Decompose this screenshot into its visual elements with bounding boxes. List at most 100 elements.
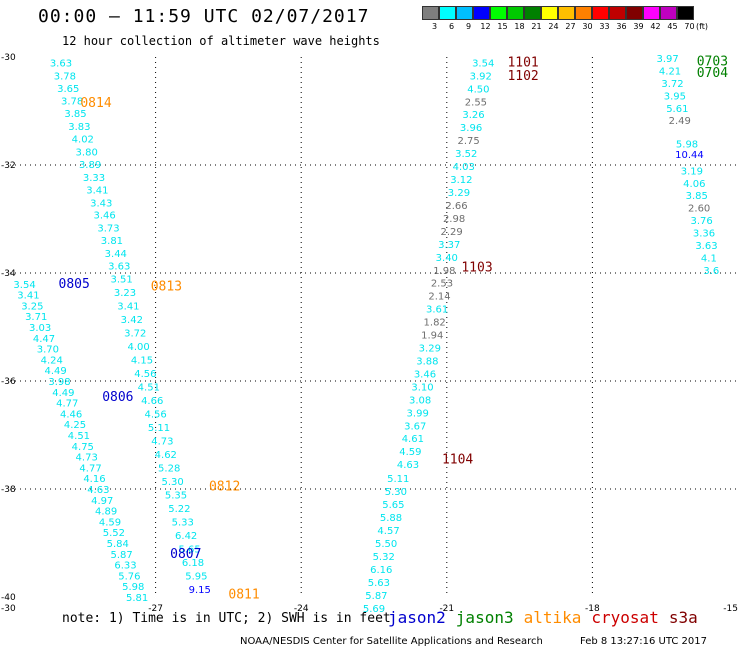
data-point-D: 2.14	[428, 292, 450, 303]
data-point-B: 5.28	[158, 463, 180, 474]
data-point-B: 4.73	[151, 436, 173, 447]
axis-labels: -30-32-34-36-38-40-30 -27 -24 -21 -18 -15	[1, 53, 738, 614]
data-point-B: 4.56	[144, 409, 166, 420]
data-point-D: 1.94	[421, 331, 443, 342]
legend-label-15: 15	[497, 22, 508, 31]
data-point-A: 3.78	[54, 71, 76, 82]
data-point-D: 2.75	[458, 136, 480, 147]
data-point-A: 3.43	[90, 198, 112, 209]
data-point-E: 5.50	[375, 539, 397, 550]
data-point-A: 3.63	[108, 261, 130, 272]
data-point-D: 3.88	[416, 356, 438, 367]
data-point-C: 5.84	[107, 539, 129, 550]
legend-swatch-12	[473, 6, 490, 20]
pass-time-label: 0814	[80, 96, 111, 111]
data-point-F: 3.97	[656, 54, 678, 65]
y-tick-label: -32	[1, 161, 16, 171]
data-point-B: 3.41	[117, 301, 139, 312]
data-point-A: 3.63	[50, 58, 72, 69]
data-point-F: 3.63	[695, 241, 717, 252]
data-point-D: 3.40	[436, 253, 458, 264]
data-point-F: 10.44	[675, 150, 704, 161]
data-point-E: 5.30	[385, 487, 407, 498]
pass-time-label: 0807	[170, 547, 201, 562]
data-point-C: 4.89	[95, 507, 117, 518]
data-point-B: 4.00	[127, 342, 149, 353]
data-point-B: 3.23	[114, 288, 136, 299]
pass-time-label: 0806	[102, 390, 133, 405]
data-point-D: 1.82	[424, 318, 446, 329]
legend-swatch-15	[490, 6, 507, 20]
data-point-D: 4.61	[402, 434, 424, 445]
data-point-A: 3.83	[68, 122, 90, 133]
legend-swatch-36	[609, 6, 626, 20]
satellite-key-altika: altika	[523, 608, 582, 627]
data-point-F: 2.49	[669, 116, 691, 127]
data-point-F: 3.6	[703, 266, 719, 277]
data-point-A: 3.78	[61, 97, 83, 108]
legend-swatch-39	[626, 6, 643, 20]
pass-time-label: 1103	[461, 261, 492, 276]
pass-time-label: 0703	[697, 54, 728, 69]
data-point-F: 4.1	[701, 253, 717, 264]
data-point-C: 3.98	[48, 377, 70, 388]
legend-label-9: 9	[465, 22, 472, 31]
legend-label-12: 12	[480, 22, 491, 31]
data-point-B: 3.51	[110, 274, 132, 285]
data-point-E: 5.63	[368, 578, 390, 589]
data-point-C: 5.52	[103, 528, 125, 539]
data-point-D: 4.63	[397, 460, 419, 471]
grid-lines	[10, 57, 738, 597]
data-point-D: 4.03	[453, 162, 475, 173]
data-point-C: 3.41	[17, 291, 39, 302]
data-point-D: 3.96	[460, 123, 482, 134]
data-point-E: 5.32	[373, 552, 395, 563]
legend-label-45: 45	[667, 22, 678, 31]
header: 00:00 – 11:59 UTC 02/07/2017 12 hour col…	[0, 0, 740, 58]
legend-swatch-33	[592, 6, 609, 20]
legend-label-36: 36	[616, 22, 627, 31]
data-point-D: 3.46	[414, 369, 436, 380]
y-tick-label: -34	[1, 269, 16, 279]
data-point-C: 3.70	[37, 345, 59, 356]
data-point-B: 4.56	[134, 369, 156, 380]
data-point-E: 5.69	[363, 604, 385, 615]
data-point-D: 3.08	[409, 395, 431, 406]
pass-time-label: 0811	[228, 587, 259, 602]
data-point-D: 2.29	[441, 227, 463, 238]
data-point-A: 3.65	[57, 84, 79, 95]
data-point-C: 4.49	[44, 366, 66, 377]
legend-label-3: 3	[431, 22, 438, 31]
data-point-A: 3.46	[94, 211, 116, 222]
x-tick-label: -21	[439, 604, 454, 614]
data-point-C: 4.77	[56, 399, 78, 410]
footer-note: note: 1) Time is in UTC; 2) SWH is in fe…	[62, 611, 391, 626]
legend-swatch-30	[575, 6, 592, 20]
data-point-F: 4.06	[683, 179, 705, 190]
legend-swatch-6	[439, 6, 456, 20]
data-point-D: 3.61	[426, 305, 448, 316]
data-point-E: 5.88	[380, 513, 402, 524]
x-tick-label: -15	[723, 604, 738, 614]
data-point-D: 3.54	[472, 58, 494, 69]
data-point-C: 3.54	[13, 280, 35, 291]
data-point-E: 5.65	[382, 500, 404, 511]
legend-swatch-18	[507, 6, 524, 20]
pass-time-label: 0813	[151, 280, 182, 295]
data-point-D: 1.98	[433, 266, 455, 277]
data-point-C: 4.63	[87, 485, 109, 496]
data-point-D: 3.10	[411, 382, 433, 393]
page-subtitle: 12 hour collection of altimeter wave hei…	[62, 34, 380, 48]
data-point-C: 5.98	[122, 582, 144, 593]
data-point-C: 4.77	[79, 463, 101, 474]
data-point-F: 5.61	[666, 104, 688, 115]
data-point-B: 4.51	[138, 382, 160, 393]
data-point-A: 3.33	[83, 173, 105, 184]
legend-swatch-42	[643, 6, 660, 20]
data-point-C: 3.03	[29, 323, 51, 334]
data-point-F: 3.95	[664, 91, 686, 102]
data-point-B: 4.15	[131, 355, 153, 366]
data-point-C: 5.87	[110, 550, 132, 561]
